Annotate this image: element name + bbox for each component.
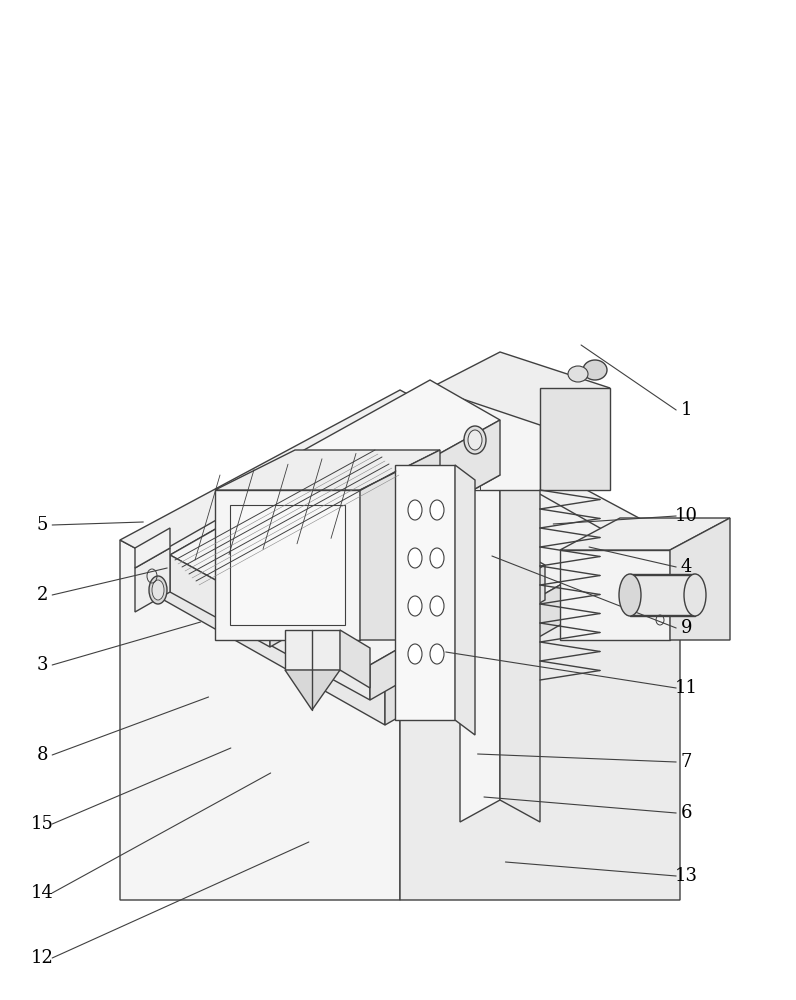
Text: 11: 11	[675, 679, 697, 697]
Text: 10: 10	[675, 507, 697, 525]
Text: 9: 9	[681, 619, 692, 637]
Polygon shape	[630, 575, 695, 615]
Polygon shape	[365, 420, 500, 550]
Polygon shape	[500, 388, 540, 822]
Text: 13: 13	[675, 867, 697, 885]
Ellipse shape	[430, 644, 444, 664]
Ellipse shape	[149, 576, 167, 604]
Ellipse shape	[583, 360, 607, 380]
Polygon shape	[170, 555, 270, 647]
Ellipse shape	[408, 644, 422, 664]
Polygon shape	[270, 553, 370, 647]
Polygon shape	[430, 352, 610, 425]
Text: 14: 14	[31, 884, 53, 902]
Polygon shape	[455, 465, 475, 735]
Polygon shape	[155, 555, 385, 725]
Ellipse shape	[430, 500, 444, 520]
Ellipse shape	[464, 426, 486, 454]
Polygon shape	[230, 505, 345, 625]
Polygon shape	[670, 518, 730, 640]
Polygon shape	[120, 390, 680, 690]
Polygon shape	[285, 630, 340, 670]
Polygon shape	[370, 565, 545, 700]
Text: 7: 7	[681, 753, 692, 771]
Polygon shape	[295, 435, 500, 550]
Ellipse shape	[568, 366, 588, 382]
Ellipse shape	[430, 596, 444, 616]
Ellipse shape	[684, 574, 706, 616]
Polygon shape	[560, 518, 730, 550]
Polygon shape	[340, 630, 370, 688]
Ellipse shape	[619, 574, 641, 616]
Text: 4: 4	[681, 558, 692, 576]
Text: 15: 15	[31, 815, 53, 833]
Polygon shape	[460, 388, 500, 822]
Polygon shape	[215, 450, 440, 490]
Polygon shape	[155, 415, 630, 685]
Polygon shape	[120, 540, 400, 900]
Polygon shape	[295, 480, 365, 550]
Ellipse shape	[408, 500, 422, 520]
Ellipse shape	[468, 430, 482, 450]
Polygon shape	[285, 670, 340, 710]
Ellipse shape	[408, 596, 422, 616]
Text: 6: 6	[681, 804, 692, 822]
Polygon shape	[170, 498, 370, 610]
Polygon shape	[170, 555, 370, 700]
Ellipse shape	[430, 548, 444, 568]
Polygon shape	[385, 545, 630, 725]
Polygon shape	[135, 548, 170, 612]
Polygon shape	[360, 450, 440, 640]
Polygon shape	[400, 540, 680, 900]
Polygon shape	[455, 420, 480, 490]
Polygon shape	[135, 528, 170, 568]
Ellipse shape	[408, 548, 422, 568]
Text: 5: 5	[37, 516, 48, 534]
Text: 2: 2	[37, 586, 48, 604]
Polygon shape	[430, 388, 540, 490]
Polygon shape	[170, 455, 545, 665]
Text: 8: 8	[37, 746, 48, 764]
Text: 1: 1	[681, 401, 692, 419]
Polygon shape	[560, 550, 670, 640]
Polygon shape	[295, 380, 500, 495]
Polygon shape	[395, 465, 455, 720]
Text: 3: 3	[37, 656, 48, 674]
Text: 12: 12	[31, 949, 53, 967]
Ellipse shape	[152, 580, 164, 600]
Polygon shape	[215, 490, 360, 640]
Polygon shape	[540, 388, 610, 490]
